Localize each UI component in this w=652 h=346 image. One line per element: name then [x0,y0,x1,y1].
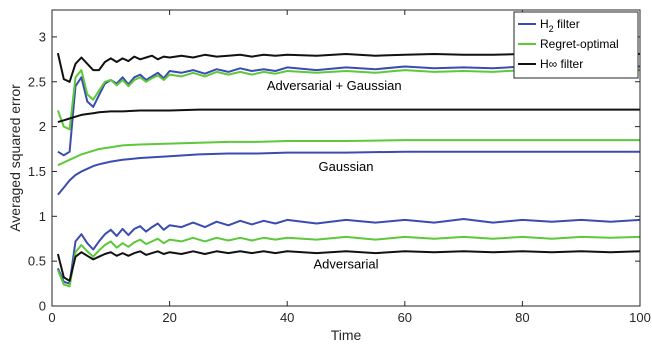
series-layer [56,52,641,288]
series-line-h2-gaussian [57,150,640,196]
x-tick-label: 0 [48,310,55,325]
y-tick-label: 0.5 [28,254,46,269]
y-tick-label: 3 [39,29,46,44]
annotation-label: Adversarial [313,257,378,272]
series-line-regret-adversarial [56,235,641,288]
series-line-regret-gaussian [57,139,640,167]
annotation-layer: Adversarial + Gaussian Gaussian Adversaria… [267,78,402,271]
x-tick-label: 60 [398,310,412,325]
legend-label-regret: Regret-optimal [540,37,619,51]
y-tick-label: 1 [39,209,46,224]
x-tick-label: 40 [280,310,294,325]
series-line-hinf-adversarial-gaussian [56,52,640,83]
series-line-hinf-adversarial [56,250,641,282]
annotation-label: Gaussian [319,159,374,174]
series-line-hinf-gaussian [57,108,640,124]
y-tick-label: 0 [39,299,46,314]
x-tick-label: 20 [162,310,176,325]
series-line-h2-adversarial-gaussian [57,65,640,157]
y-tick-label: 2 [39,119,46,134]
y-tick-label: 1.5 [28,164,46,179]
legend: H2 filter Regret-optimal H∞ filter [513,11,639,79]
x-axis-label: Time [331,327,362,343]
legend-label-h2: H2 filter [540,17,580,34]
y-tick-label: 2.5 [28,74,46,89]
series-line-regret-adversarial-gaussian [56,69,640,131]
x-tick-label: 100 [629,310,651,325]
plot-frame [51,9,641,307]
x-tick-label: 80 [515,310,529,325]
legend-label-hinf: H∞ filter [540,57,583,71]
y-axis-label: Averaged squared error [7,84,23,232]
axes-layer: 0 20 40 60 80 100 0 0.5 1 1.5 2 2.5 3 Time Averaged sq… [7,9,651,343]
annotation-label: Adversarial + Gaussian [267,78,402,93]
series-line-h2-adversarial [56,218,641,285]
